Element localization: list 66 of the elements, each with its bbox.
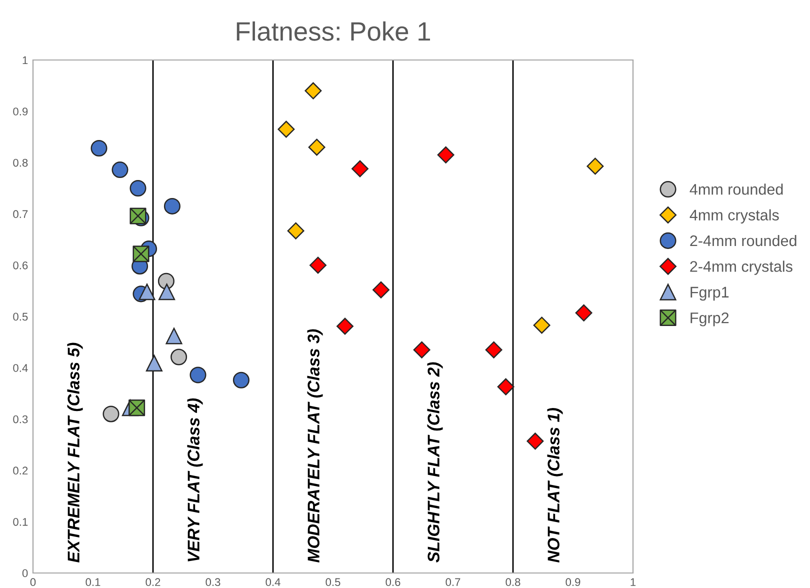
point (158, 272, 174, 290)
legend-label: Fgrp2 (690, 312, 729, 326)
annotation: VERY FLAT (Class 4) (187, 398, 203, 562)
y-tick-label: 0.5 (13, 312, 28, 321)
x-tick-label: 1 (630, 578, 636, 586)
y-tick-label: 0.8 (13, 158, 28, 167)
y-tick-label: 0.4 (13, 364, 28, 372)
point (485, 341, 502, 358)
point (278, 120, 295, 138)
point (533, 316, 550, 334)
point (132, 246, 150, 262)
annotation: MODERATELY FLAT (Class 3) (307, 329, 323, 562)
x-tick-label: 0.9 (566, 578, 580, 586)
y-tick-label: 0.3 (13, 415, 28, 424)
x-tick-label: 0.8 (506, 578, 520, 586)
point (372, 281, 390, 298)
point (128, 400, 146, 416)
x-tick-label: 0.5 (326, 578, 340, 586)
point (497, 378, 514, 396)
x-tick-label: 0.6 (386, 578, 400, 586)
y-tick-label: 0.9 (13, 108, 28, 116)
point (310, 256, 326, 274)
point (352, 160, 368, 178)
x-tick-label: 0.4 (266, 578, 280, 586)
x-tick-label: 0.3 (206, 578, 220, 586)
x-tick-label: 0 (30, 578, 36, 586)
point (130, 208, 146, 224)
point (304, 82, 322, 100)
point (232, 372, 250, 388)
annotation: SLIGHTLY FLAT (Class 2) (427, 362, 443, 563)
y-tick-label: 0.2 (13, 466, 28, 475)
annotation: EXTREMELY FLAT (Class 5) (67, 342, 83, 562)
legend-label: 4mm rounded (690, 184, 783, 195)
x-tick-label: 0.2 (146, 578, 160, 586)
point (90, 140, 108, 156)
y-tick-label: 0.6 (13, 261, 28, 270)
point (575, 304, 592, 322)
legend-label: 2-4mm rounded (690, 234, 796, 246)
point (308, 138, 326, 156)
point (146, 354, 162, 372)
point (102, 406, 120, 422)
annotation: NOT FLAT (Class 1) (547, 408, 563, 562)
point (112, 162, 128, 178)
legend-label: Fgrp1 (690, 286, 729, 301)
y-tick-label: 0.7 (13, 210, 28, 218)
point (287, 222, 304, 240)
point (170, 348, 188, 366)
point (164, 198, 180, 214)
point (437, 146, 454, 164)
point (158, 284, 176, 300)
x-tick-label: 0.1 (86, 578, 100, 586)
chart-title: Flatness: Poke 1 (236, 21, 430, 41)
point (413, 341, 430, 358)
point (166, 328, 182, 344)
point (526, 432, 544, 450)
legend-label: 4mm crystals (690, 209, 779, 224)
x-tick-label: 0.7 (446, 578, 460, 586)
legend-label: 2-4mm crystals (690, 260, 792, 275)
point (130, 180, 146, 197)
y-tick-label: 1 (22, 56, 28, 64)
point (190, 366, 206, 384)
point (138, 284, 156, 300)
point (586, 158, 604, 175)
y-tick-label: 0 (22, 569, 28, 578)
y-tick-label: 0.1 (13, 518, 28, 526)
point (336, 318, 354, 335)
